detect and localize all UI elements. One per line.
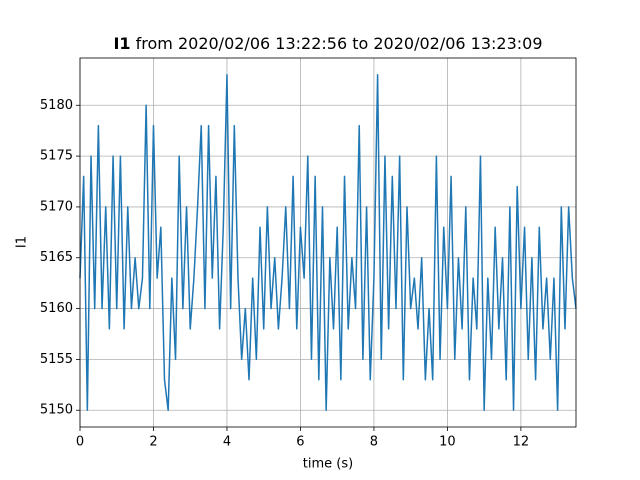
title-bold: I1 <box>113 34 130 53</box>
y-tick-label: 5155 <box>40 352 73 367</box>
plot-frame <box>79 57 577 428</box>
x-tick-label: 0 <box>76 435 84 450</box>
x-tick-label: 6 <box>296 435 304 450</box>
x-axis-label: time (s) <box>303 457 353 472</box>
y-tick-label: 5150 <box>40 403 73 418</box>
title-rest: from 2020/02/06 13:22:56 to 2020/02/06 1… <box>136 34 543 53</box>
x-tick-label: 2 <box>149 435 157 450</box>
y-tick-label: 5180 <box>40 98 73 113</box>
chart-title: I1 from 2020/02/06 13:22:56 to 2020/02/0… <box>113 34 542 53</box>
x-tick-label: 4 <box>223 435 231 450</box>
data-line <box>79 74 577 411</box>
y-tick-label: 5170 <box>40 199 73 214</box>
x-tick-label: 12 <box>513 435 530 450</box>
x-tick-label: 10 <box>439 435 456 450</box>
y-tick-label: 5160 <box>40 301 73 316</box>
y-tick-label: 5175 <box>40 149 73 164</box>
x-tick-label: 8 <box>370 435 378 450</box>
y-axis-label: I1 <box>15 236 30 248</box>
y-tick-label: 5165 <box>40 250 73 265</box>
